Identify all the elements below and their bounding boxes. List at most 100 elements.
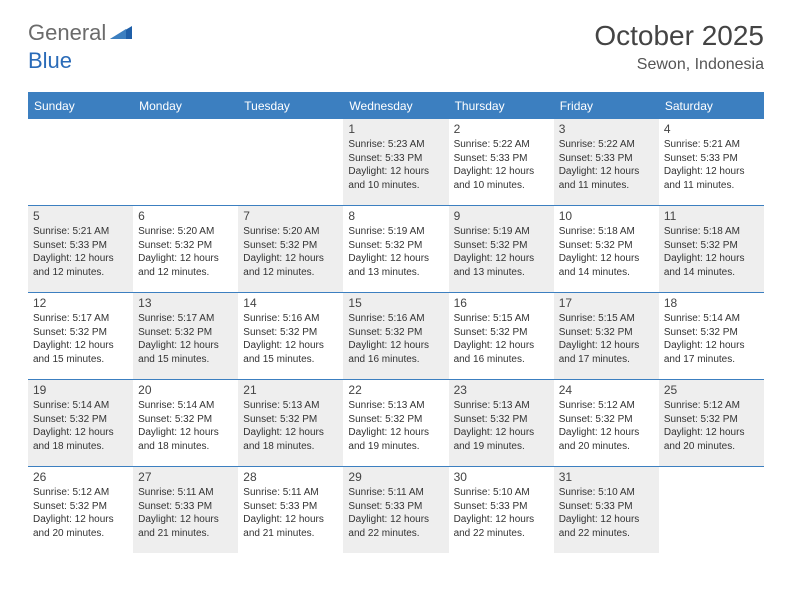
sunrise-text: Sunrise: 5:22 AM [559,138,654,152]
calendar-grid: SundayMondayTuesdayWednesdayThursdayFrid… [28,92,764,553]
day-cell: 24Sunrise: 5:12 AMSunset: 5:32 PMDayligh… [554,380,659,466]
day-number: 9 [454,209,549,223]
day-number: 14 [243,296,338,310]
sunrise-text: Sunrise: 5:12 AM [559,399,654,413]
day-number: 30 [454,470,549,484]
sunrise-text: Sunrise: 5:16 AM [348,312,443,326]
sunrise-text: Sunrise: 5:12 AM [664,399,759,413]
day-cell: 11Sunrise: 5:18 AMSunset: 5:32 PMDayligh… [659,206,764,292]
brand-part1: General [28,20,106,46]
sunset-text: Sunset: 5:33 PM [664,152,759,166]
day-cell [659,467,764,553]
sunrise-text: Sunrise: 5:12 AM [33,486,128,500]
day-info: Sunrise: 5:14 AMSunset: 5:32 PMDaylight:… [664,312,759,366]
day-number: 3 [559,122,654,136]
daylight-text: Daylight: 12 hours and 17 minutes. [664,339,759,366]
sunrise-text: Sunrise: 5:17 AM [138,312,233,326]
day-cell: 23Sunrise: 5:13 AMSunset: 5:32 PMDayligh… [449,380,554,466]
sunrise-text: Sunrise: 5:15 AM [454,312,549,326]
day-info: Sunrise: 5:19 AMSunset: 5:32 PMDaylight:… [454,225,549,279]
day-info: Sunrise: 5:12 AMSunset: 5:32 PMDaylight:… [664,399,759,453]
day-number: 17 [559,296,654,310]
day-number: 7 [243,209,338,223]
sunset-text: Sunset: 5:32 PM [559,326,654,340]
daylight-text: Daylight: 12 hours and 16 minutes. [348,339,443,366]
sunset-text: Sunset: 5:32 PM [138,326,233,340]
daylight-text: Daylight: 12 hours and 11 minutes. [559,165,654,192]
daylight-text: Daylight: 12 hours and 21 minutes. [138,513,233,540]
day-cell: 12 Sunrise: 5:17 AMSunset: 5:32 PMDayligh… [28,293,133,379]
day-cell [28,119,133,205]
day-cell: 13Sunrise: 5:17 AMSunset: 5:32 PMDayligh… [133,293,238,379]
weekday-header: Tuesday [238,94,343,118]
sunrise-text: Sunrise: 5:20 AM [138,225,233,239]
sunset-text: Sunset: 5:32 PM [454,326,549,340]
sunrise-text: Sunrise: 5:21 AM [33,225,128,239]
sunset-text: Sunset: 5:32 PM [664,413,759,427]
location-text: Sewon, Indonesia [594,56,764,74]
day-number: 12 [33,296,128,310]
weekday-header: Monday [133,94,238,118]
day-info: Sunrise: 5:15 AMSunset: 5:32 PMDaylight:… [559,312,654,366]
sunset-text: Sunset: 5:32 PM [33,326,128,340]
day-info: Sunrise: 5:21 AMSunset: 5:33 PMDaylight:… [664,138,759,192]
sunset-text: Sunset: 5:32 PM [559,239,654,253]
day-info: Sunrise: 5:11 AMSunset: 5:33 PMDaylight:… [138,486,233,540]
day-number: 10 [559,209,654,223]
sunrise-text: Sunrise: 5:19 AM [348,225,443,239]
day-cell [238,119,343,205]
day-cell: 31Sunrise: 5:10 AMSunset: 5:33 PMDayligh… [554,467,659,553]
day-info: Sunrise: 5:12 AMSunset: 5:32 PMDaylight:… [33,486,128,540]
sunrise-text: Sunrise: 5:13 AM [348,399,443,413]
brand-logo: General [28,20,134,46]
sunset-text: Sunset: 5:32 PM [559,413,654,427]
day-cell [133,119,238,205]
day-cell: 9 Sunrise: 5:19 AMSunset: 5:32 PMDaylight… [449,206,554,292]
sunset-text: Sunset: 5:32 PM [348,413,443,427]
day-number: 28 [243,470,338,484]
day-cell: 29Sunrise: 5:11 AMSunset: 5:33 PMDayligh… [343,467,448,553]
daylight-text: Daylight: 12 hours and 11 minutes. [664,165,759,192]
daylight-text: Daylight: 12 hours and 12 minutes. [243,252,338,279]
daylight-text: Daylight: 12 hours and 12 minutes. [33,252,128,279]
day-number: 25 [664,383,759,397]
daylight-text: Daylight: 12 hours and 10 minutes. [348,165,443,192]
day-info: Sunrise: 5:22 AMSunset: 5:33 PMDaylight:… [559,138,654,192]
day-info: Sunrise: 5:17 AMSunset: 5:32 PMDaylight:… [33,312,128,366]
sunrise-text: Sunrise: 5:13 AM [243,399,338,413]
day-cell: 7Sunrise: 5:20 AMSunset: 5:32 PMDaylight… [238,206,343,292]
sunset-text: Sunset: 5:32 PM [348,239,443,253]
daylight-text: Daylight: 12 hours and 20 minutes. [559,426,654,453]
day-info: Sunrise: 5:15 AMSunset: 5:32 PMDaylight:… [454,312,549,366]
daylight-text: Daylight: 12 hours and 19 minutes. [454,426,549,453]
day-info: Sunrise: 5:10 AMSunset: 5:33 PMDaylight:… [454,486,549,540]
sunrise-text: Sunrise: 5:14 AM [664,312,759,326]
day-number: 22 [348,383,443,397]
day-number: 26 [33,470,128,484]
day-cell: 19Sunrise: 5:14 AMSunset: 5:32 PMDayligh… [28,380,133,466]
daylight-text: Daylight: 12 hours and 20 minutes. [664,426,759,453]
daylight-text: Daylight: 12 hours and 10 minutes. [454,165,549,192]
sunset-text: Sunset: 5:33 PM [348,500,443,514]
sunset-text: Sunset: 5:33 PM [348,152,443,166]
day-cell: 5Sunrise: 5:21 AMSunset: 5:33 PMDaylight… [28,206,133,292]
day-info: Sunrise: 5:16 AMSunset: 5:32 PMDaylight:… [348,312,443,366]
sunrise-text: Sunrise: 5:15 AM [559,312,654,326]
day-number: 21 [243,383,338,397]
day-info: Sunrise: 5:13 AMSunset: 5:32 PMDaylight:… [348,399,443,453]
day-info: Sunrise: 5:19 AMSunset: 5:32 PMDaylight:… [348,225,443,279]
day-info: Sunrise: 5:23 AMSunset: 5:33 PMDaylight:… [348,138,443,192]
daylight-text: Daylight: 12 hours and 20 minutes. [33,513,128,540]
sunset-text: Sunset: 5:32 PM [664,239,759,253]
day-number: 13 [138,296,233,310]
sunrise-text: Sunrise: 5:14 AM [33,399,128,413]
sunset-text: Sunset: 5:33 PM [243,500,338,514]
daylight-text: Daylight: 12 hours and 18 minutes. [33,426,128,453]
sunrise-text: Sunrise: 5:10 AM [454,486,549,500]
weekday-header: Sunday [28,94,133,118]
sunset-text: Sunset: 5:32 PM [454,413,549,427]
week-row: 19Sunrise: 5:14 AMSunset: 5:32 PMDayligh… [28,379,764,466]
day-number: 4 [664,122,759,136]
daylight-text: Daylight: 12 hours and 15 minutes. [243,339,338,366]
weekday-header: Wednesday [343,94,448,118]
